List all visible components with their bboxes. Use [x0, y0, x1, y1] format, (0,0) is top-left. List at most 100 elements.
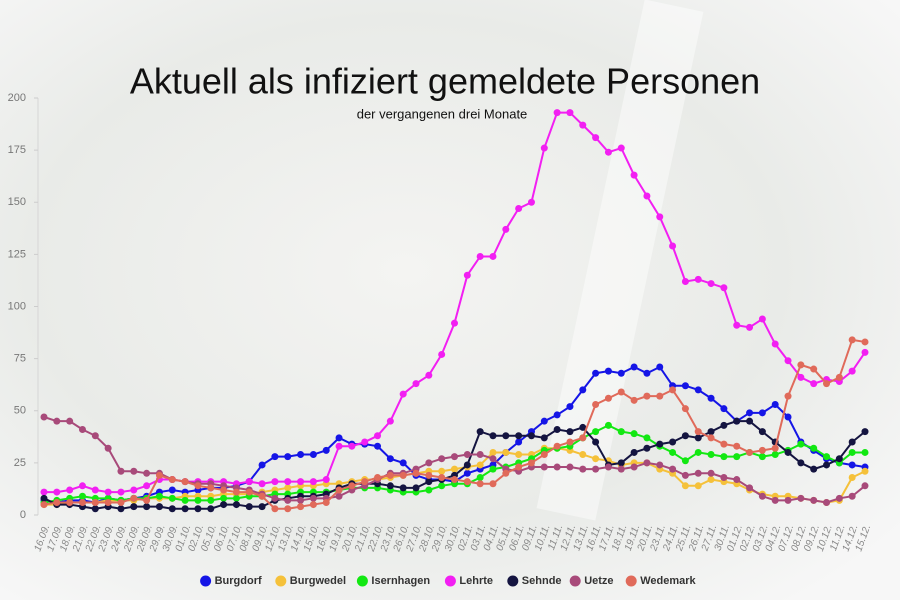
point — [848, 473, 856, 481]
point — [168, 486, 176, 494]
point — [399, 484, 407, 492]
point — [271, 453, 279, 461]
point — [207, 505, 215, 513]
point — [335, 442, 343, 450]
point — [617, 428, 625, 436]
point — [681, 457, 689, 465]
point — [579, 386, 587, 394]
point — [784, 413, 792, 421]
point — [502, 469, 510, 477]
point — [592, 400, 600, 408]
point — [425, 371, 433, 379]
point — [412, 380, 420, 388]
point — [758, 428, 766, 436]
point — [297, 496, 305, 504]
point — [823, 498, 831, 506]
point — [579, 465, 587, 473]
point — [258, 480, 266, 488]
point — [53, 498, 61, 506]
y-tick-label: 25 — [14, 457, 26, 469]
point — [245, 488, 253, 496]
point — [566, 403, 574, 411]
point — [604, 463, 612, 471]
point — [412, 469, 420, 477]
point — [438, 482, 446, 490]
legend-label: Uetze — [584, 575, 613, 587]
point — [476, 428, 484, 436]
point — [53, 417, 61, 425]
point — [207, 496, 215, 504]
point — [476, 473, 484, 481]
point — [451, 476, 458, 484]
point — [40, 488, 48, 496]
point — [527, 432, 535, 440]
point — [861, 338, 869, 346]
y-tick-label: 50 — [14, 405, 26, 417]
point — [643, 192, 651, 200]
point — [848, 367, 856, 375]
point — [361, 438, 369, 446]
point — [130, 467, 138, 475]
point — [476, 252, 484, 260]
point — [656, 392, 664, 400]
point — [232, 501, 240, 509]
point — [78, 426, 86, 434]
point — [771, 496, 779, 504]
point — [348, 442, 356, 450]
point — [425, 459, 433, 467]
point — [245, 503, 253, 511]
point — [386, 417, 394, 425]
point — [66, 417, 74, 425]
point — [617, 144, 625, 152]
point — [502, 448, 510, 456]
point — [861, 448, 869, 456]
point — [746, 484, 754, 492]
point — [40, 494, 48, 502]
point — [617, 459, 625, 467]
point — [143, 469, 151, 477]
point — [810, 465, 818, 473]
point — [104, 488, 112, 496]
point — [425, 478, 433, 486]
point — [309, 494, 317, 502]
point — [66, 498, 74, 506]
point — [155, 492, 163, 500]
point — [643, 459, 651, 467]
point — [117, 498, 125, 506]
point — [707, 428, 715, 436]
point — [438, 473, 446, 481]
point — [604, 148, 612, 156]
point — [374, 432, 382, 440]
point — [617, 465, 625, 473]
point — [553, 426, 561, 434]
point — [566, 428, 574, 436]
point — [746, 323, 754, 331]
point — [566, 463, 574, 471]
point — [835, 455, 843, 463]
point — [284, 505, 292, 513]
point — [758, 446, 766, 454]
point — [476, 480, 484, 488]
point — [335, 486, 343, 494]
point — [297, 451, 305, 459]
point — [399, 459, 407, 467]
point — [720, 453, 728, 461]
point — [309, 478, 317, 486]
point — [746, 417, 754, 425]
point — [720, 405, 728, 413]
point — [168, 505, 176, 513]
point — [771, 451, 779, 459]
point — [707, 476, 715, 484]
point — [78, 498, 86, 506]
point — [540, 463, 548, 471]
point — [630, 363, 638, 371]
point — [220, 486, 228, 494]
point — [553, 463, 561, 471]
point — [258, 503, 266, 511]
point — [412, 484, 420, 492]
point — [168, 476, 176, 484]
legend-label: Burgwedel — [290, 575, 346, 587]
point — [425, 486, 433, 494]
point — [438, 455, 446, 463]
point — [694, 469, 702, 477]
